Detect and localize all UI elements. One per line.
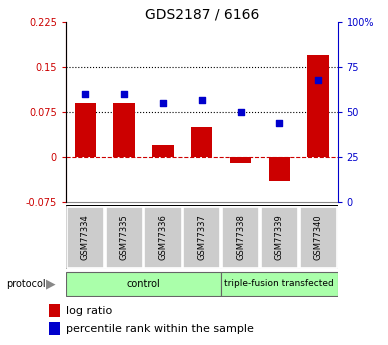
Bar <box>67 207 104 268</box>
Text: GSM77340: GSM77340 <box>314 214 323 260</box>
Point <box>276 120 282 126</box>
Text: log ratio: log ratio <box>66 306 112 316</box>
Bar <box>261 207 298 268</box>
Bar <box>269 157 290 181</box>
Bar <box>152 145 174 157</box>
Text: GSM77335: GSM77335 <box>120 214 129 260</box>
Text: GSM77336: GSM77336 <box>158 214 168 260</box>
Title: GDS2187 / 6166: GDS2187 / 6166 <box>145 7 259 21</box>
Point <box>237 109 244 115</box>
Point <box>199 97 205 102</box>
Bar <box>50 304 60 317</box>
Bar <box>300 207 337 268</box>
Text: triple-fusion transfected: triple-fusion transfected <box>225 279 334 288</box>
Text: percentile rank within the sample: percentile rank within the sample <box>66 324 254 334</box>
Bar <box>66 272 221 296</box>
Bar <box>75 103 96 157</box>
Bar <box>307 55 329 157</box>
Text: protocol: protocol <box>6 279 45 289</box>
Bar <box>50 322 60 335</box>
Text: GSM77334: GSM77334 <box>81 214 90 260</box>
Text: ▶: ▶ <box>46 277 55 290</box>
Bar <box>230 157 251 163</box>
Point <box>315 77 321 82</box>
Point <box>121 91 127 97</box>
Text: GSM77338: GSM77338 <box>236 214 245 260</box>
Bar <box>222 207 259 268</box>
Bar <box>144 207 182 268</box>
Point <box>82 91 88 97</box>
Bar <box>183 207 220 268</box>
Text: GSM77337: GSM77337 <box>197 214 206 260</box>
Point <box>160 100 166 106</box>
Bar <box>191 127 213 157</box>
Bar <box>221 272 338 296</box>
Bar <box>114 103 135 157</box>
Text: control: control <box>127 279 160 289</box>
Bar <box>106 207 143 268</box>
Text: GSM77339: GSM77339 <box>275 214 284 260</box>
